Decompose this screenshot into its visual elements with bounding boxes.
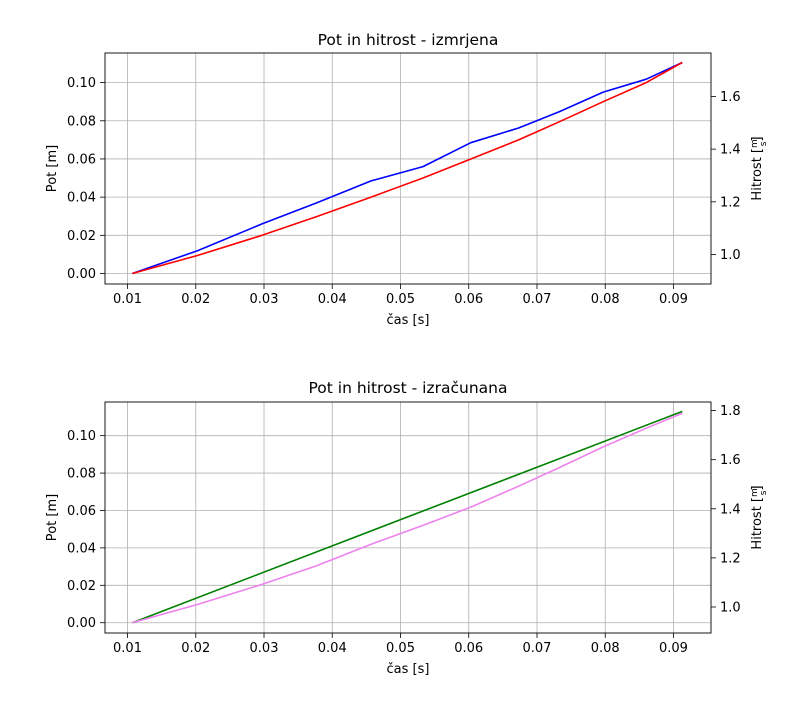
y-tick-label: 0.02 [67, 579, 96, 594]
y-tick-label: 0.06 [67, 152, 96, 167]
svg-text:Hitrost [ms]: Hitrost [ms] [750, 136, 769, 200]
y-tick-label: 0.10 [67, 76, 96, 91]
x-tick-label: 0.09 [659, 292, 688, 307]
y2-tick-label: 1.6 [720, 453, 741, 468]
x-tick-label: 0.04 [318, 641, 347, 656]
y2-tick-label: 1.8 [720, 404, 741, 419]
y-tick-label: 0.00 [67, 267, 96, 282]
x-tick-label: 0.06 [454, 641, 483, 656]
y2-tick-label: 1.2 [720, 551, 741, 566]
y2-tick-label: 1.2 [720, 195, 741, 210]
x-tick-label: 0.04 [318, 292, 347, 307]
y-tick-label: 0.00 [67, 616, 96, 631]
series-line-2 [132, 61, 683, 275]
x-tick-label: 0.01 [113, 641, 142, 656]
svg-text:Hitrost [ms]: Hitrost [ms] [750, 485, 769, 549]
series-line-2 [132, 412, 683, 624]
x-tick-label: 0.01 [113, 292, 142, 307]
y-tick-label: 0.02 [67, 229, 96, 244]
chart-title: Pot in hitrost - izračunana [309, 379, 508, 397]
x-tick-label: 0.07 [523, 292, 552, 307]
x-axis-label: čas [s] [387, 662, 430, 677]
plot-frame [104, 401, 712, 634]
chart-2: 0.01 0.02 0.03 0.04 0.05 0.06 0.07 0.08 0.09 0.00… [45, 379, 769, 677]
series-line-1 [132, 61, 683, 275]
x-tick-label: 0.09 [659, 641, 688, 656]
x-tick-label: 0.08 [591, 292, 620, 307]
plot-area [105, 53, 711, 284]
y2-tick-label: 1.0 [720, 248, 741, 263]
x-tick-label: 0.06 [454, 292, 483, 307]
x-tick-label: 0.02 [181, 641, 210, 656]
chart-title: Pot in hitrost - izmrjena [318, 31, 499, 49]
y2-tick-label: 1.4 [720, 143, 741, 158]
x-tick-label: 0.02 [181, 292, 210, 307]
y-tick-label: 0.08 [67, 467, 96, 482]
y2-axis-label: Hitrost [ms] [750, 485, 769, 549]
x-tick-label: 0.05 [386, 641, 415, 656]
x-axis-label: čas [s] [387, 313, 430, 328]
y2-tick-label: 1.6 [720, 90, 741, 105]
y-tick-label: 0.06 [67, 504, 96, 519]
x-tick-label: 0.08 [591, 641, 620, 656]
y2-tick-label: 1.0 [720, 600, 741, 615]
y-tick-label: 0.10 [67, 429, 96, 444]
series-line-1 [132, 410, 683, 624]
x-tick-label: 0.05 [386, 292, 415, 307]
y-tick-label: 0.08 [67, 114, 96, 129]
x-tick-label: 0.07 [523, 641, 552, 656]
y-tick-label: 0.04 [67, 541, 96, 556]
chart-1: 0.01 0.02 0.03 0.04 0.05 0.06 0.07 0.08 0.09 0.00… [45, 31, 769, 328]
y-axis-label: Pot [m] [45, 494, 60, 541]
y-tick-label: 0.04 [67, 191, 96, 206]
x-tick-label: 0.03 [250, 641, 279, 656]
y2-tick-label: 1.4 [720, 502, 741, 517]
y2-axis-label: Hitrost [ms] [750, 136, 769, 200]
y-axis-label: Pot [m] [45, 145, 60, 192]
x-tick-label: 0.03 [250, 292, 279, 307]
plot-frame [104, 52, 712, 285]
